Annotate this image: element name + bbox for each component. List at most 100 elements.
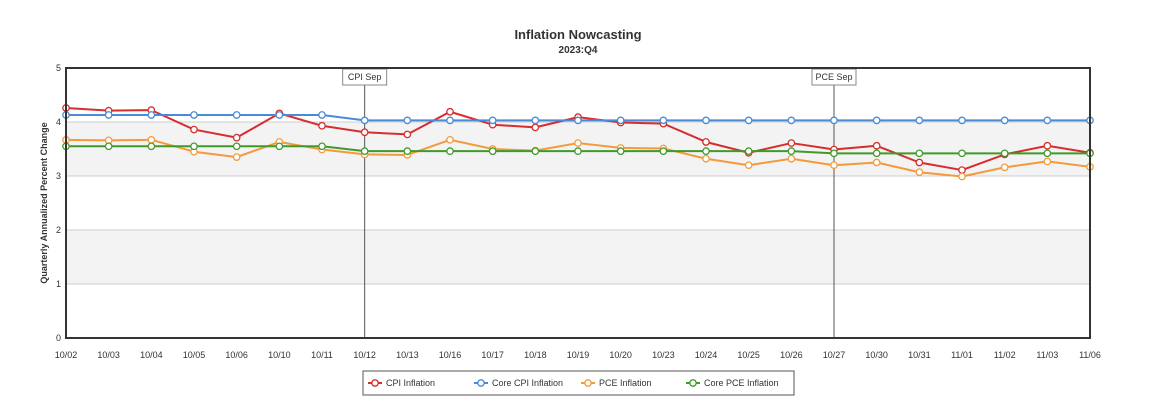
x-tick-label: 10/12 [353, 350, 376, 360]
cpi-inflation-point[interactable] [531, 123, 540, 132]
legend-swatch-marker [477, 379, 485, 387]
core-pce-inflation-point[interactable] [1043, 149, 1052, 158]
core-pce-inflation-point[interactable] [659, 147, 668, 156]
legend-item-core-cpi-inflation[interactable]: Core CPI Inflation [474, 378, 563, 388]
core-cpi-inflation-point[interactable] [702, 116, 710, 125]
core-cpi-inflation-point[interactable] [1043, 116, 1052, 125]
core-pce-inflation-point[interactable] [787, 147, 796, 156]
x-tick-label: 11/03 [1036, 350, 1058, 360]
core-cpi-inflation-point[interactable] [830, 116, 838, 125]
core-pce-inflation-point[interactable] [403, 147, 412, 156]
core-cpi-inflation-point[interactable] [360, 116, 369, 125]
pce-inflation-point[interactable] [446, 135, 454, 144]
pce-inflation-point[interactable] [915, 168, 924, 177]
core-pce-inflation-point[interactable] [958, 149, 966, 158]
core-cpi-inflation-point[interactable] [531, 116, 540, 125]
core-cpi-inflation-point[interactable] [318, 111, 326, 119]
y-tick-label: 1 [56, 279, 61, 289]
core-pce-inflation-point[interactable] [104, 142, 113, 151]
cpi-inflation-point[interactable] [318, 121, 326, 130]
x-tick-label: 10/27 [823, 350, 846, 360]
core-pce-inflation-point[interactable] [275, 142, 284, 151]
x-tick-labels: 10/02 10/03 10/04 10/05 10/06 10/10 10/11 10/12… [55, 350, 1101, 360]
x-tick-label: 10/05 [183, 350, 206, 360]
legend-item-pce-inflation[interactable]: PCE Inflation [581, 378, 652, 388]
core-pce-inflation-point[interactable] [702, 147, 710, 156]
core-cpi-inflation-point[interactable] [659, 116, 668, 125]
core-pce-inflation-point[interactable] [915, 149, 924, 158]
core-cpi-inflation-point[interactable] [190, 111, 198, 119]
pce-inflation-point[interactable] [958, 172, 966, 181]
core-pce-inflation-point[interactable] [531, 147, 540, 156]
x-tick-label: 10/19 [567, 350, 590, 360]
core-pce-inflation-point[interactable] [360, 147, 369, 156]
core-cpi-inflation-point[interactable] [616, 116, 625, 125]
cpi-inflation-point[interactable] [232, 133, 241, 142]
core-pce-inflation-point[interactable] [488, 147, 497, 156]
core-cpi-inflation-point[interactable] [275, 111, 284, 119]
y-tick-label: 5 [56, 63, 61, 73]
core-pce-inflation-point[interactable] [744, 147, 753, 156]
cpi-inflation-point[interactable] [872, 141, 881, 150]
cpi-inflation-point[interactable] [958, 166, 966, 174]
pce-inflation-point[interactable] [702, 154, 710, 163]
pce-inflation-point[interactable] [744, 161, 753, 170]
pce-inflation-point[interactable] [574, 139, 582, 147]
x-tick-label: 10/31 [908, 350, 931, 360]
core-cpi-inflation-point[interactable] [403, 116, 412, 125]
x-tick-label: 10/13 [396, 350, 419, 360]
core-cpi-inflation-point[interactable] [1000, 116, 1009, 125]
core-pce-inflation-point[interactable] [446, 147, 454, 156]
core-pce-inflation-point[interactable] [830, 149, 838, 158]
cpi-inflation-point[interactable] [403, 130, 412, 139]
core-cpi-inflation-point[interactable] [744, 116, 753, 125]
core-pce-inflation-point[interactable] [616, 147, 625, 156]
cpi-inflation-point[interactable] [787, 139, 796, 147]
pce-inflation-point[interactable] [872, 158, 881, 167]
core-pce-inflation-point[interactable] [232, 142, 241, 151]
x-tick-label: 11/02 [994, 350, 1016, 360]
cpi-inflation-point[interactable] [446, 107, 454, 116]
chart-subtitle: 2023:Q4 [559, 45, 598, 56]
pce-inflation-point[interactable] [830, 161, 838, 170]
x-tick-label: 10/30 [865, 350, 888, 360]
annotations: CPI Sep PCE Sep [342, 68, 857, 338]
core-cpi-inflation-point[interactable] [915, 116, 924, 125]
core-cpi-inflation-point[interactable] [872, 116, 881, 125]
pce-inflation-point[interactable] [787, 154, 796, 163]
x-tick-label: 10/18 [524, 350, 547, 360]
core-pce-inflation-point[interactable] [318, 142, 326, 151]
x-tick-label: 10/25 [737, 350, 760, 360]
core-cpi-inflation-point[interactable] [446, 116, 454, 125]
legend: CPI Inflation Core CPI Inflation PCE Infla… [362, 370, 795, 396]
core-cpi-inflation-point[interactable] [787, 116, 796, 125]
cpi-inflation-point[interactable] [915, 158, 924, 167]
core-pce-inflation-point[interactable] [872, 149, 881, 158]
core-pce-inflation-point[interactable] [1000, 149, 1009, 158]
pce-inflation-point[interactable] [1043, 157, 1052, 166]
plot-background [66, 68, 1090, 338]
cpi-inflation-point[interactable] [190, 125, 198, 134]
cpi-inflation-point[interactable] [702, 138, 710, 146]
legend-item-core-pce-inflation[interactable]: Core PCE Inflation [686, 378, 779, 388]
x-tick-label: 10/17 [481, 350, 504, 360]
core-pce-inflation-point[interactable] [574, 147, 582, 156]
grid-band [66, 230, 1090, 284]
x-tick-label: 10/10 [268, 350, 291, 360]
legend-item-cpi-inflation[interactable]: CPI Inflation [368, 378, 435, 388]
cpi-inflation-point[interactable] [360, 128, 369, 137]
core-pce-inflation-point[interactable] [190, 142, 198, 151]
core-cpi-inflation-point[interactable] [488, 116, 497, 125]
core-cpi-inflation-point[interactable] [147, 111, 156, 119]
pce-inflation-point[interactable] [1000, 163, 1009, 172]
core-cpi-inflation-point[interactable] [574, 116, 582, 125]
cpi-inflation-point[interactable] [1043, 141, 1052, 150]
pce-inflation-point[interactable] [147, 135, 156, 144]
core-cpi-inflation-point[interactable] [104, 111, 113, 119]
core-pce-inflation-point[interactable] [147, 142, 156, 151]
core-cpi-inflation-point[interactable] [232, 111, 241, 119]
pce-inflation-point[interactable] [232, 153, 241, 161]
core-cpi-inflation-point[interactable] [958, 116, 966, 125]
legend-swatch-marker [584, 379, 592, 387]
